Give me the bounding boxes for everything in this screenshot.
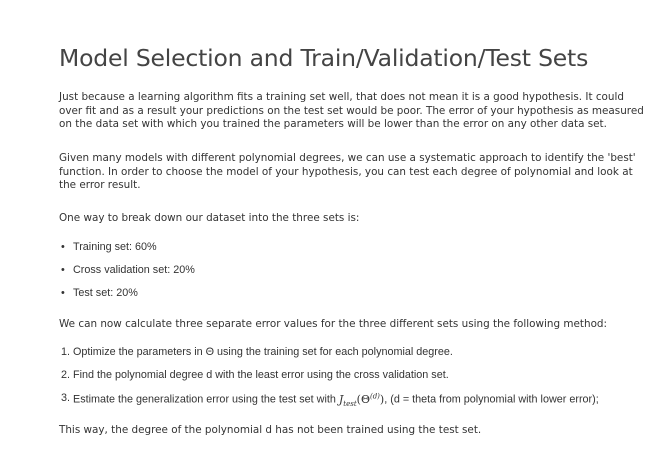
bullet-text: Cross validation set: 20% [73,264,195,276]
bullet-text: Test set: 20% [73,287,138,299]
step-text-before: Estimate the generalization error using … [73,393,336,406]
intro-paragraph: Just because a learning algorithm fits a… [59,91,644,130]
step-text: Optimize the parameters in Θ using the t… [73,346,453,358]
formula-open: (Θ [356,392,370,406]
step-number: 3. [61,392,71,404]
models-paragraph: Given many models with different polynom… [59,152,636,191]
formula-subscript: test [343,399,357,408]
formula-close: ) [379,392,385,406]
page-title: Model Selection and Train/Validation/Tes… [59,44,589,72]
step-text: Estimate the generalization error using … [73,392,599,408]
bullet-text: Training set: 60% [73,241,157,253]
test-error-formula: Jtest(Θ(d)) [338,392,385,408]
breakdown-paragraph: One way to break down our dataset into t… [59,212,360,224]
bullet-icon: • [61,241,65,253]
step-text: Find the polynomial degree d with the le… [73,369,449,381]
formula-superscript: (d) [369,392,380,400]
calculate-paragraph: We can now calculate three separate erro… [59,318,608,330]
formula-j: J [338,392,344,406]
bullet-icon: • [61,287,65,299]
step-text-after: , (d = theta from polynomial with lower … [384,393,599,406]
step-number: 2. [61,369,71,381]
bullet-icon: • [61,264,65,276]
step-number: 1. [61,346,71,358]
conclusion-paragraph: This way, the degree of the polynomial d… [59,424,482,436]
